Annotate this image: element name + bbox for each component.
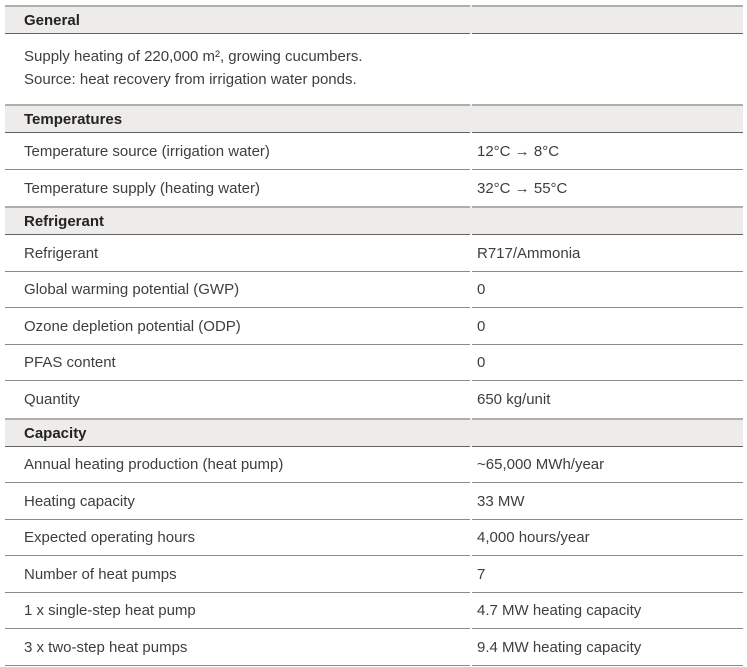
section-header-capacity: Capacity [5, 417, 743, 447]
spec-value: R717/Ammonia [472, 235, 743, 272]
spec-row-heating-capacity: Heating capacity 33 MW [5, 483, 743, 520]
spec-value: 7 [472, 556, 743, 593]
spec-value: 12°C → 8°C [472, 133, 743, 170]
spec-row-pfas-content: PFAS content 0 [5, 345, 743, 381]
section-header-spacer [472, 206, 743, 235]
spec-value: 32°C → 55°C [477, 179, 568, 197]
spec-row-temperature-source-irrigation-water-: Temperature source (irrigation water) 12… [5, 133, 743, 170]
section-title: Capacity [5, 417, 470, 447]
spec-value: 4,000 hours/year [472, 520, 743, 556]
spec-label: 3 x two-step heat pumps [5, 629, 470, 666]
spec-label: Expected operating hours [5, 520, 470, 556]
section-header-spacer [472, 5, 743, 34]
spec-row-expected-operating-hours: Expected operating hours 4,000 hours/yea… [5, 520, 743, 556]
section-title: Temperatures [5, 104, 470, 133]
spec-value: 33 MW [472, 483, 743, 520]
spec-value: 0 [472, 272, 743, 308]
spec-row-annual-heating-production-heat-pump-: Annual heating production (heat pump) ~6… [5, 447, 743, 483]
spec-row-global-warming-potential-gwp-: Global warming potential (GWP) 0 [5, 272, 743, 308]
spec-row-ozone-depletion-potential-odp-: Ozone depletion potential (ODP) 0 [5, 308, 743, 345]
spec-label: Global warming potential (GWP) [5, 272, 470, 308]
section-header-spacer [472, 104, 743, 133]
spec-row-refrigerant: Refrigerant R717/Ammonia [5, 235, 743, 272]
section-header-spacer [472, 417, 743, 447]
spec-label: Number of heat pumps [5, 556, 470, 593]
spec-value: 0 [472, 308, 743, 345]
general-note-line: Source: heat recovery from irrigation wa… [24, 71, 357, 88]
spec-value: 650 kg/unit [477, 391, 551, 409]
spec-label: Ozone depletion potential (ODP) [5, 308, 470, 345]
spec-label: Refrigerant [5, 235, 470, 272]
spec-label: Quantity [24, 391, 80, 409]
general-note-line: Supply heating of 220,000 m², growing cu… [24, 48, 363, 65]
spec-label: Annual heating production (heat pump) [5, 447, 470, 483]
spec-table: General Supply heating of 220,000 m², gr… [5, 5, 743, 666]
section-header-general: General [5, 5, 743, 34]
spec-value: ~65,000 MWh/year [472, 447, 743, 483]
section-title: General [5, 5, 470, 34]
spec-label: PFAS content [5, 345, 470, 381]
section-title: Refrigerant [5, 206, 470, 235]
spec-row-3-x-two-step-heat-pumps: 3 x two-step heat pumps 9.4 MW heating c… [5, 629, 743, 666]
spec-label: Heating capacity [5, 483, 470, 520]
section-header-refrigerant: Refrigerant [5, 206, 743, 235]
spec-row-temperature-supply-heating-water-: Temperature supply (heating water) 32°C … [5, 170, 743, 207]
spec-value: 4.7 MW heating capacity [472, 593, 743, 629]
spec-label: 1 x single-step heat pump [5, 593, 470, 629]
spec-row-1-x-single-step-heat-pump: 1 x single-step heat pump 4.7 MW heating… [5, 593, 743, 629]
spec-label: Temperature supply (heating water) [24, 179, 260, 197]
spec-row-quantity: Quantity 650 kg/unit [5, 381, 743, 418]
spec-label: Temperature source (irrigation water) [5, 133, 470, 170]
spec-row-number-of-heat-pumps: Number of heat pumps 7 [5, 556, 743, 593]
section-header-temperatures: Temperatures [5, 104, 743, 133]
spec-value: 0 [472, 345, 743, 381]
general-note: Supply heating of 220,000 m², growing cu… [5, 34, 743, 104]
spec-value: 9.4 MW heating capacity [472, 629, 743, 666]
